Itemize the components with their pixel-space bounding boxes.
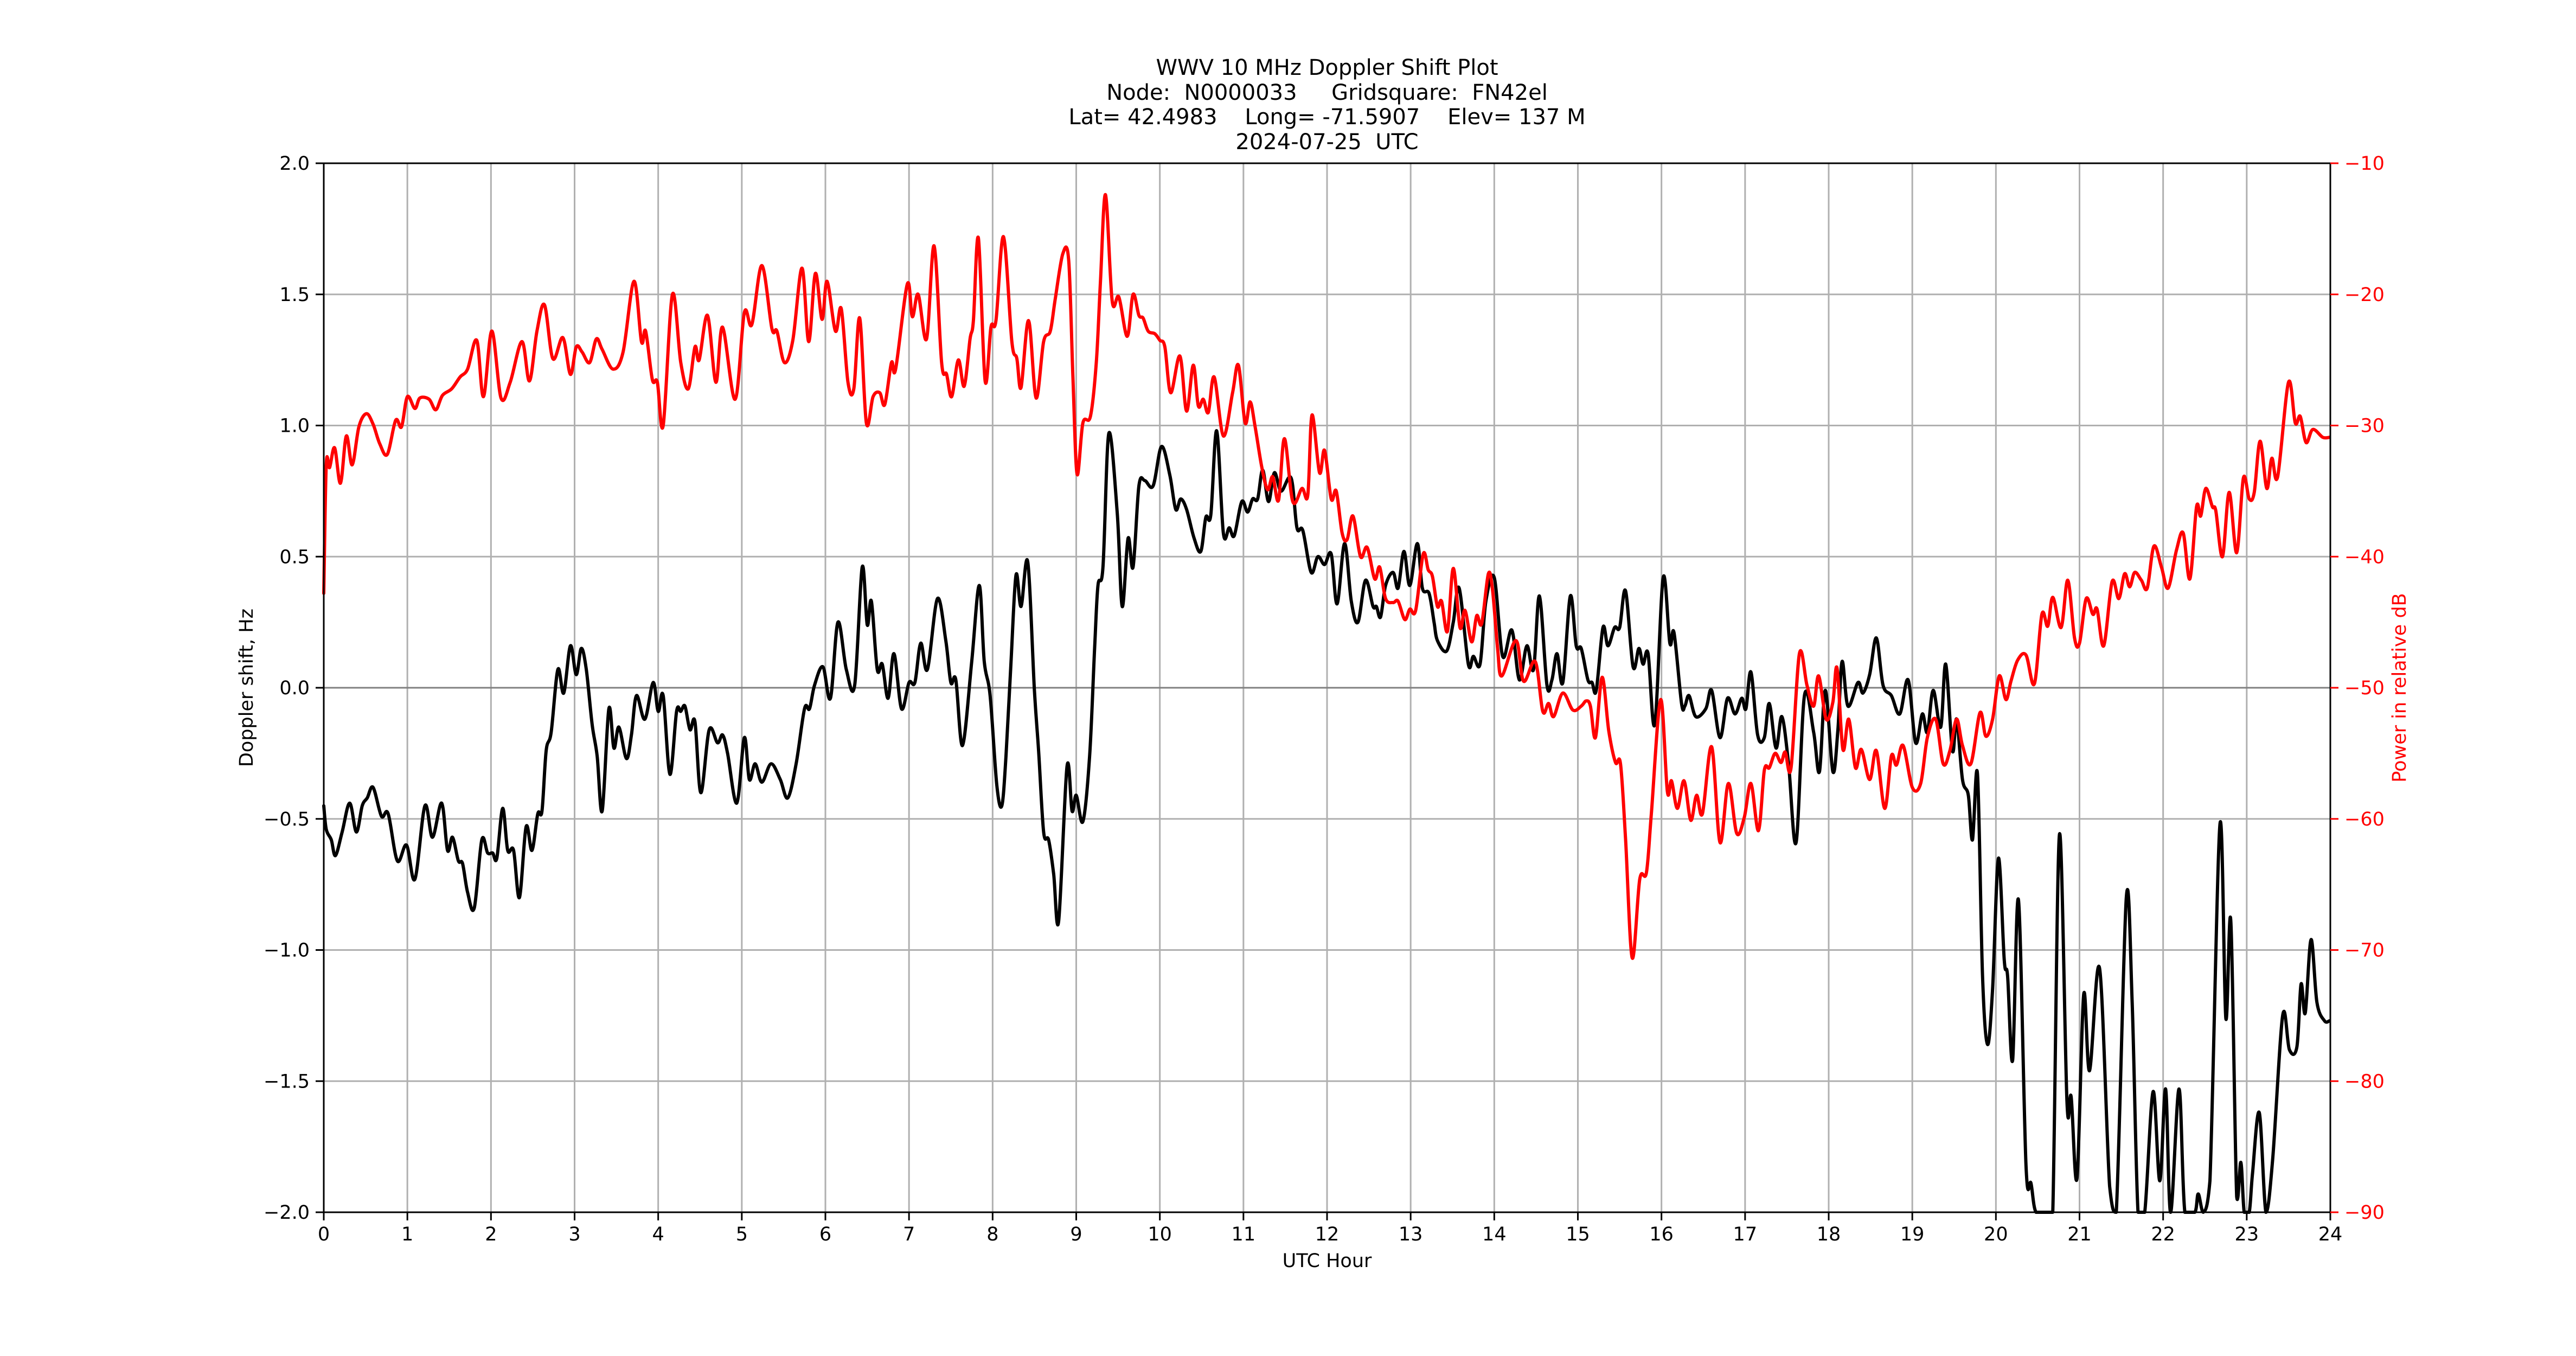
y-right-tick-label: −40 — [2344, 546, 2385, 568]
x-tick-label: 21 — [2067, 1224, 2092, 1245]
x-tick-label: 23 — [2235, 1224, 2259, 1245]
x-tick-label: 3 — [568, 1224, 580, 1245]
y-tick-label: 0.5 — [279, 546, 310, 568]
x-tick-label: 15 — [1566, 1224, 1590, 1245]
y-tick-label: −1.0 — [264, 940, 310, 962]
x-tick-label: 12 — [1315, 1224, 1340, 1245]
y-tick-label: 1.5 — [279, 284, 310, 306]
x-tick-label: 18 — [1817, 1224, 1841, 1245]
x-tick-label: 2 — [485, 1224, 497, 1245]
grid — [323, 162, 2331, 1213]
y-axis-label-right: Power in relative dB — [2389, 593, 2411, 782]
y-right-tick-label: −70 — [2344, 940, 2385, 962]
x-tick-label: 7 — [903, 1224, 915, 1245]
x-tick-label: 8 — [986, 1224, 998, 1245]
y-right-tick-label: −80 — [2344, 1071, 2385, 1092]
y-right-tick-label: −60 — [2344, 809, 2385, 830]
title-line-4: 2024-07-25 UTC — [1235, 129, 1419, 155]
y-tick-label: −1.5 — [264, 1071, 310, 1092]
x-tick-label: 13 — [1399, 1224, 1423, 1245]
y-right-tick-label: −90 — [2344, 1202, 2385, 1224]
x-tick-label: 16 — [1649, 1224, 1674, 1245]
title-line-2: Node: N0000033 Gridsquare: FN42el — [1106, 80, 1548, 105]
y-tick-label: 1.0 — [279, 415, 310, 437]
x-tick-label: 5 — [736, 1224, 748, 1245]
x-tick-label: 1 — [401, 1224, 413, 1245]
y-right-tick-label: −30 — [2344, 415, 2385, 437]
x-tick-label: 6 — [819, 1224, 831, 1245]
x-tick-label: 14 — [1482, 1224, 1507, 1245]
ticks: 0 1 2 3 4 5 6 7 8 9 10 11 12 13 14 15 16 17 18 19 20 21 22 23 24… — [264, 153, 2385, 1245]
x-tick-label: 11 — [1232, 1224, 1256, 1245]
x-axis-label: UTC Hour — [1283, 1250, 1372, 1272]
x-tick-label: 4 — [652, 1224, 664, 1245]
series-layer — [322, 193, 2331, 1214]
x-tick-label: 9 — [1070, 1224, 1082, 1245]
doppler-series-line — [322, 429, 2331, 1214]
y-right-tick-label: −50 — [2344, 677, 2385, 699]
x-tick-label: 19 — [1900, 1224, 1925, 1245]
title-line-1: WWV 10 MHz Doppler Shift Plot — [1156, 55, 1498, 80]
y-right-tick-label: −20 — [2344, 284, 2385, 306]
x-tick-label: 0 — [318, 1224, 330, 1245]
y-tick-label: −2.0 — [264, 1202, 310, 1224]
x-tick-label: 10 — [1148, 1224, 1172, 1245]
x-tick-label: 20 — [1984, 1224, 2008, 1245]
x-tick-label: 17 — [1733, 1224, 1758, 1245]
chart-title: WWV 10 MHz Doppler Shift Plot Node: N000… — [0, 55, 2576, 155]
y-tick-label: 2.0 — [279, 153, 310, 175]
y-axis-label: Doppler shift, Hz — [236, 609, 258, 767]
x-tick-label: 22 — [2151, 1224, 2175, 1245]
title-line-3: Lat= 42.4983 Long= -71.5907 Elev= 137 M — [1068, 105, 1586, 130]
x-tick-label: 24 — [2318, 1224, 2343, 1245]
y-tick-label: 0.0 — [279, 677, 310, 699]
power-series-line — [322, 193, 2331, 960]
y-right-tick-label: −10 — [2344, 153, 2385, 175]
y-tick-label: −0.5 — [264, 809, 310, 830]
